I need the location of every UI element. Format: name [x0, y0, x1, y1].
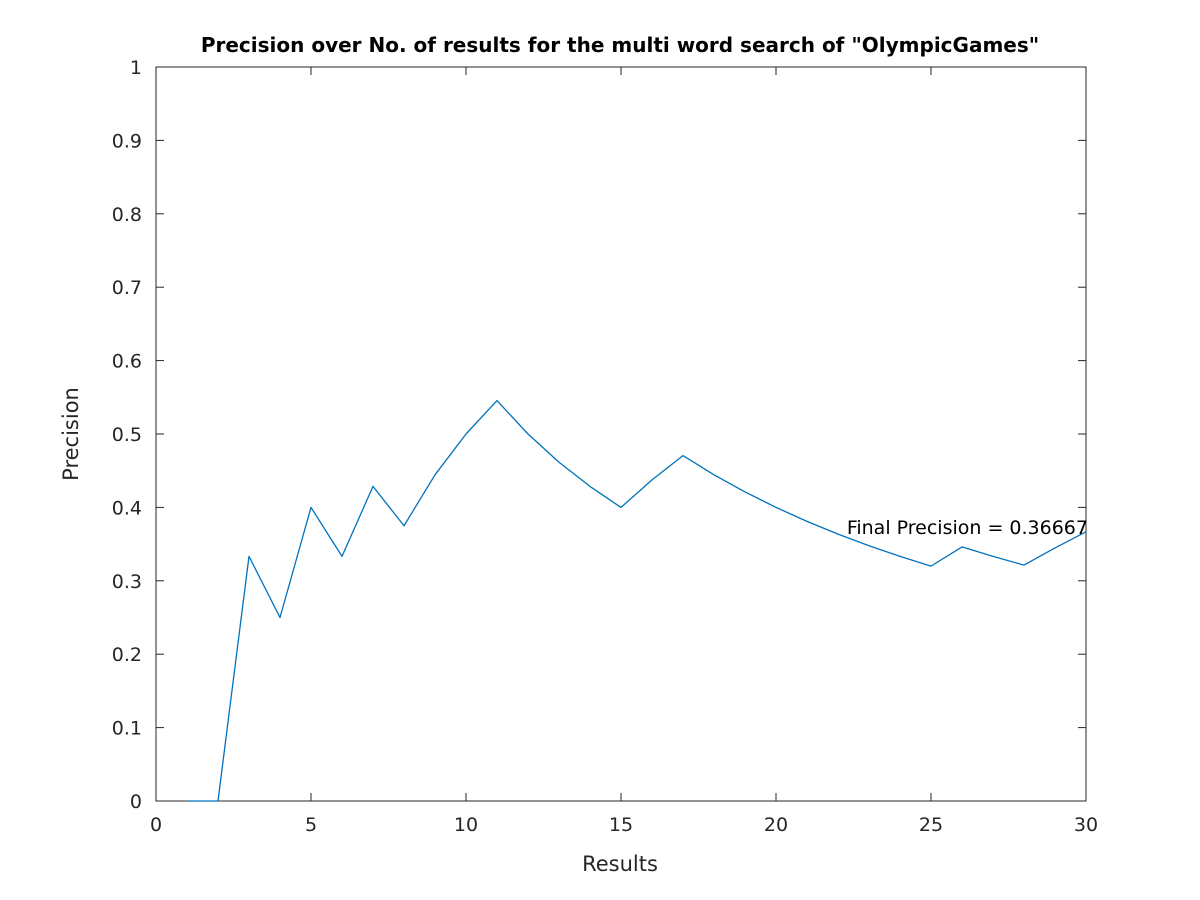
y-tick-label: 0.1: [112, 718, 142, 740]
axes-layer: 0 5 10 15 20 25 30 0 0.1 0.2 0.3 0.4 0.5 0.6 0.7 0.8 0.9…: [112, 57, 1098, 836]
y-tick-label: 0.7: [112, 277, 142, 299]
x-tick-label: 5: [305, 814, 317, 836]
final-precision-annotation: Final Precision = 0.36667: [847, 517, 1088, 539]
y-tick-label: 0.3: [112, 571, 142, 593]
y-tick-label: 0.5: [112, 424, 142, 446]
y-tick-label: 0.2: [112, 644, 142, 666]
x-tick-label: 20: [764, 814, 788, 836]
x-axis-label: Results: [582, 852, 658, 876]
y-tick-label: 0.9: [112, 130, 142, 152]
y-tick-label: 1: [130, 57, 142, 79]
y-axis-label: Precision: [59, 387, 83, 481]
chart-title: Precision over No. of results for the mu…: [201, 33, 1039, 57]
x-tick-label: 0: [150, 814, 162, 836]
y-tick-label: 0.4: [112, 497, 142, 519]
x-tick-label: 10: [454, 814, 478, 836]
y-tick-label: 0.8: [112, 204, 142, 226]
plot-box: [155, 66, 1087, 802]
x-tick-label: 30: [1074, 814, 1098, 836]
x-tick-label: 15: [609, 814, 633, 836]
text-layer: Precision over No. of results for the mu…: [59, 33, 1088, 876]
precision-line: [187, 399, 1087, 802]
series-layer: [187, 399, 1087, 802]
y-tick-label: 0.6: [112, 351, 142, 373]
y-tick-label: 0: [130, 791, 142, 813]
x-tick-label: 25: [919, 814, 943, 836]
